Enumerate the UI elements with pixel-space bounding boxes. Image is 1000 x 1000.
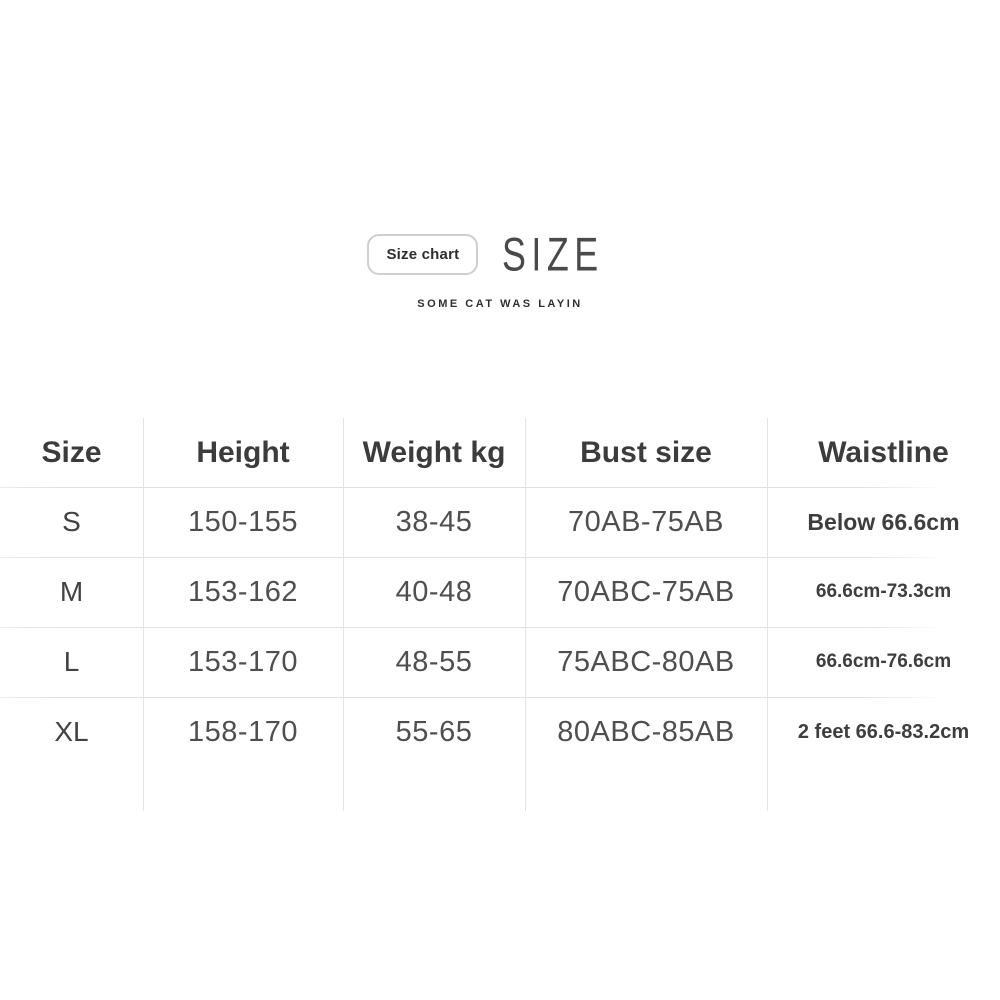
cell-size-r1: M bbox=[59, 576, 84, 607]
cell-waistline-r1: 66.6cm-73.3cm bbox=[815, 581, 952, 602]
cell-waistline-r2: 66.6cm-76.6cm bbox=[815, 651, 952, 672]
cell-size-r0: S bbox=[62, 506, 81, 537]
header-waistline: Waistline bbox=[818, 435, 949, 469]
column-divider bbox=[525, 418, 526, 811]
row-divider bbox=[0, 627, 945, 628]
cell-bust-r2: 75ABC-80AB bbox=[557, 645, 735, 678]
cell-bust-r3: 80ABC-85AB bbox=[557, 715, 735, 748]
column-divider bbox=[343, 418, 344, 811]
cell-waistline-r0: Below 66.6cm bbox=[807, 508, 960, 535]
cell-height-r3: 158-170 bbox=[188, 715, 298, 748]
cell-bust-r0: 70AB-75AB bbox=[567, 505, 725, 538]
cell-size-r2: L bbox=[63, 646, 80, 677]
column-divider bbox=[767, 418, 768, 811]
row-divider bbox=[0, 557, 945, 558]
cell-weight-r1: 40-48 bbox=[395, 575, 473, 608]
header-weight: Weight kg bbox=[362, 435, 506, 469]
cell-weight-r3: 55-65 bbox=[395, 715, 473, 748]
brand-tagline: SOME CAT WAS LAYIN bbox=[417, 298, 583, 310]
column-divider bbox=[143, 418, 144, 811]
header-bust: Bust size bbox=[580, 435, 712, 469]
size-chart-badge-label: Size chart bbox=[386, 245, 460, 263]
size-chart-badge: Size chart bbox=[367, 233, 479, 275]
cell-height-r0: 150-155 bbox=[188, 505, 298, 538]
header-size: Size bbox=[41, 435, 102, 469]
cell-waistline-r3: 2 feet 66.6-83.2cm bbox=[797, 720, 970, 743]
brand-logo-text: SIZE bbox=[502, 227, 604, 281]
cell-bust-r1: 70ABC-75AB bbox=[557, 575, 735, 608]
header-height: Height bbox=[196, 435, 290, 469]
size-table: Size Height Weight kg Bust size Waistlin… bbox=[0, 418, 1000, 767]
cell-height-r1: 153-162 bbox=[188, 575, 298, 608]
cell-height-r2: 153-170 bbox=[188, 645, 298, 678]
cell-weight-r2: 48-55 bbox=[395, 645, 473, 678]
brand-header: Size chart SIZE bbox=[0, 231, 1000, 277]
cell-size-r3: XL bbox=[54, 716, 89, 747]
cell-weight-r0: 38-45 bbox=[395, 505, 473, 538]
row-divider bbox=[0, 697, 945, 698]
row-divider bbox=[0, 487, 945, 488]
